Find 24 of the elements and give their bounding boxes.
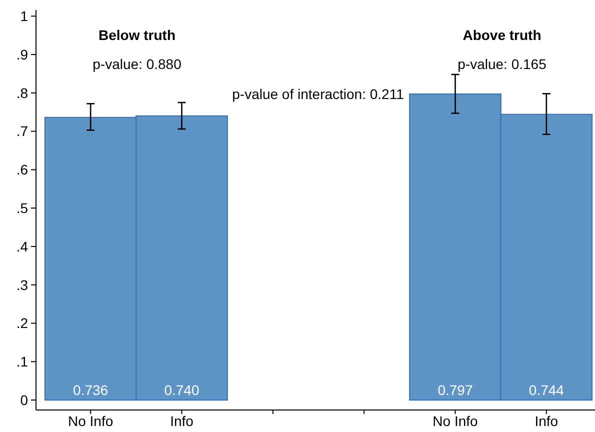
- y-tick-label: .6: [16, 162, 28, 178]
- y-tick-label: .8: [16, 84, 28, 101]
- y-tick-label: 0: [20, 392, 28, 408]
- annotation: Below truth: [98, 27, 176, 43]
- y-tick-label: 1: [20, 8, 28, 24]
- annotation: p-value: 0.165: [458, 56, 547, 72]
- x-tick-label: No Info: [432, 413, 478, 429]
- annotation: p-value: 0.880: [92, 56, 182, 72]
- annotation: p-value of interaction: 0.211: [232, 86, 404, 102]
- data-label: 0.736: [73, 382, 108, 398]
- y-tick-label: .2: [16, 315, 28, 332]
- x-tick-label: Info: [170, 413, 194, 429]
- annotation: Above truth: [462, 27, 542, 43]
- x-tick-label: No Info: [68, 413, 114, 429]
- data-label: 0.740: [164, 382, 200, 398]
- data-label: 0.744: [528, 382, 564, 398]
- data-label: 0.797: [438, 382, 473, 398]
- y-tick-label: .4: [16, 238, 28, 254]
- y-tick-label: .1: [16, 354, 28, 370]
- y-tick-label: .7: [16, 123, 28, 140]
- y-tick-label: .3: [16, 276, 28, 293]
- y-tick-label: .5: [16, 200, 28, 216]
- y-tick-label: .9: [16, 46, 28, 62]
- x-tick-label: Info: [534, 413, 558, 429]
